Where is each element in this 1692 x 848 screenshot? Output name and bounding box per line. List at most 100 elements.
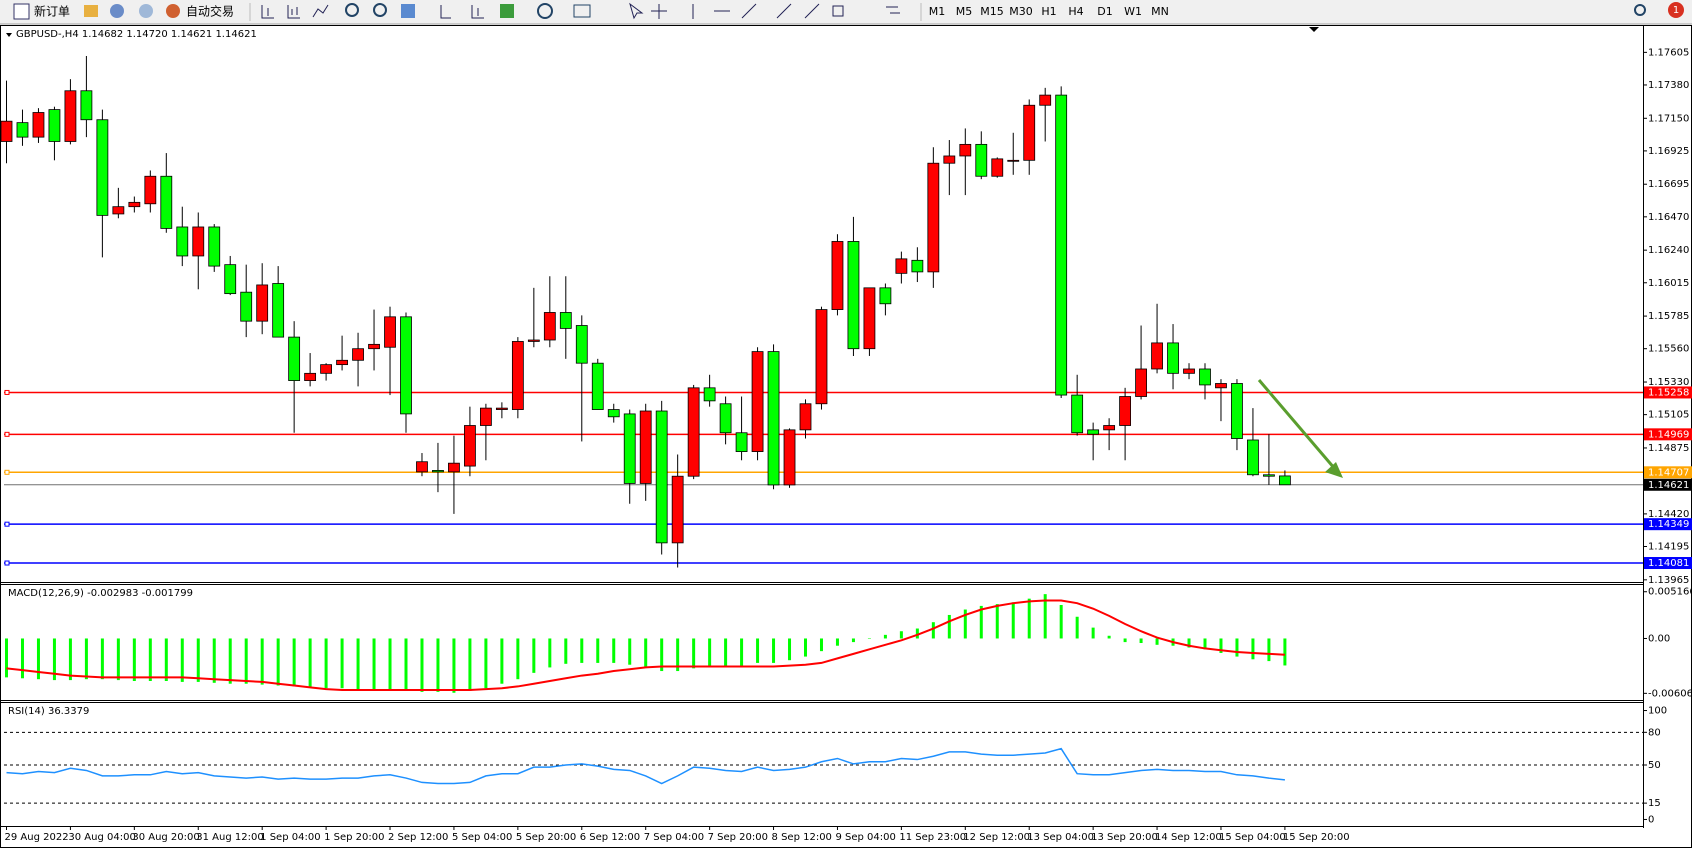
x-tick-label: 5 Sep 20:00	[516, 832, 576, 843]
x-tick-label: 15 Sep 20:00	[1283, 832, 1350, 843]
timeframe-button[interactable]: M5	[956, 5, 973, 18]
candle-body	[176, 226, 189, 257]
macd-bar	[867, 638, 871, 639]
x-tick-label: 12 Sep 12:00	[963, 832, 1030, 843]
macd-bar	[148, 638, 152, 681]
level-handle	[4, 389, 10, 395]
level-price-label: 1.14081	[1648, 558, 1689, 569]
timeframe-button[interactable]: MN	[1151, 5, 1169, 18]
level-price-box	[1644, 466, 1692, 479]
periods[interactable]	[537, 3, 553, 19]
notification-badge[interactable]	[1668, 2, 1684, 18]
title-marker	[6, 33, 12, 37]
scroll-icons[interactable]	[440, 5, 484, 19]
macd-bar	[404, 638, 408, 691]
y-tick-label: 1.17605	[1648, 47, 1689, 58]
timeframe-button[interactable]: W1	[1124, 5, 1142, 18]
timeframe-button[interactable]: H4	[1068, 5, 1083, 18]
trend-arrow	[1257, 379, 1343, 478]
candle-body	[384, 316, 396, 348]
notification-count: 1	[1673, 5, 1679, 16]
candle-body	[1151, 342, 1163, 370]
candle-body	[352, 348, 364, 361]
macd-bar	[947, 614, 951, 639]
candle-body	[1071, 394, 1084, 434]
macd-bar	[356, 638, 360, 690]
candle-body	[991, 158, 1004, 177]
new-order-button[interactable]: 新订单	[34, 4, 70, 19]
macd-bar	[5, 638, 8, 678]
macd-bar	[532, 638, 536, 673]
x-tick-label: 15 Sep 04:00	[1219, 832, 1286, 843]
macd-bar	[420, 638, 424, 692]
new-order-icon[interactable]	[13, 3, 30, 20]
tile-windows[interactable]	[401, 4, 415, 18]
templates[interactable]	[573, 4, 591, 18]
macd-bar	[596, 638, 600, 663]
timeframe-button[interactable]: H1	[1041, 5, 1056, 18]
macd-bar	[644, 638, 648, 668]
candle-body	[479, 407, 492, 426]
macd-bar	[84, 638, 88, 680]
candle-body	[639, 410, 652, 484]
pane-title: RSI(14) 36.3379	[8, 706, 89, 717]
x-tick-label: 13 Sep 04:00	[1027, 832, 1094, 843]
macd-bar	[196, 638, 200, 682]
timeframe-button[interactable]: D1	[1097, 5, 1112, 18]
search[interactable]	[1634, 4, 1646, 16]
icon[interactable]	[139, 4, 153, 18]
macd-bar	[1059, 605, 1063, 639]
macd-bar	[1091, 627, 1095, 639]
macd-bar	[260, 638, 264, 685]
autotrading-button[interactable]: 自动交易	[186, 4, 234, 19]
drawing-tools[interactable]	[832, 5, 900, 17]
macd-bar	[1267, 638, 1271, 662]
candle-body	[448, 462, 460, 473]
macd-bar	[628, 638, 632, 665]
candle-body	[80, 90, 93, 121]
candle-body	[144, 175, 157, 205]
macd-bar	[116, 638, 120, 681]
x-tick-label: 1 Sep 04:00	[260, 832, 320, 843]
candle-body	[703, 387, 716, 402]
candle-body	[240, 291, 253, 322]
macd-bar	[372, 638, 376, 690]
candle-body	[495, 407, 508, 410]
x-tick-label: 13 Sep 20:00	[1091, 832, 1158, 843]
zoom-in[interactable]	[345, 3, 359, 17]
autotrading-icon[interactable]	[166, 4, 180, 18]
chart-type-icons[interactable]	[261, 4, 329, 19]
candle-body	[1215, 383, 1227, 389]
macd-bar	[963, 609, 967, 639]
level-price-box	[1644, 518, 1692, 531]
indicators[interactable]	[500, 4, 514, 18]
current-price-label: 1.14621	[1648, 480, 1689, 491]
icon[interactable]	[110, 4, 124, 18]
zoom-out[interactable]	[373, 3, 387, 17]
timeframe-button[interactable]: M1	[929, 5, 946, 18]
candle-body	[687, 387, 700, 477]
x-tick-label: 6 Sep 12:00	[580, 832, 640, 843]
y-tick-label: 1.17150	[1648, 113, 1689, 124]
macd-bar	[468, 638, 472, 691]
candle-body	[1167, 342, 1179, 374]
timeframe-button[interactable]: M30	[1009, 5, 1033, 18]
y-tick-label: 1.16240	[1648, 245, 1689, 256]
y-tick-label: 1.15785	[1648, 311, 1689, 322]
candle-body	[464, 425, 476, 467]
candle-body	[48, 109, 61, 142]
macd-bar	[899, 631, 903, 639]
macd-bar	[915, 628, 919, 639]
candle-body	[607, 409, 620, 418]
y-tick-label: -0.006064	[1648, 688, 1692, 699]
macd-bar	[436, 638, 440, 692]
x-tick-label: 30 Aug 04:00	[68, 832, 135, 843]
candle-body	[527, 339, 540, 342]
timeframe-button[interactable]: M15	[980, 5, 1004, 18]
drawing-tools[interactable]	[629, 2, 820, 20]
macd-bar	[68, 638, 72, 681]
candle-body	[32, 112, 45, 138]
icon[interactable]	[84, 5, 98, 17]
macd-bar	[1107, 635, 1111, 639]
